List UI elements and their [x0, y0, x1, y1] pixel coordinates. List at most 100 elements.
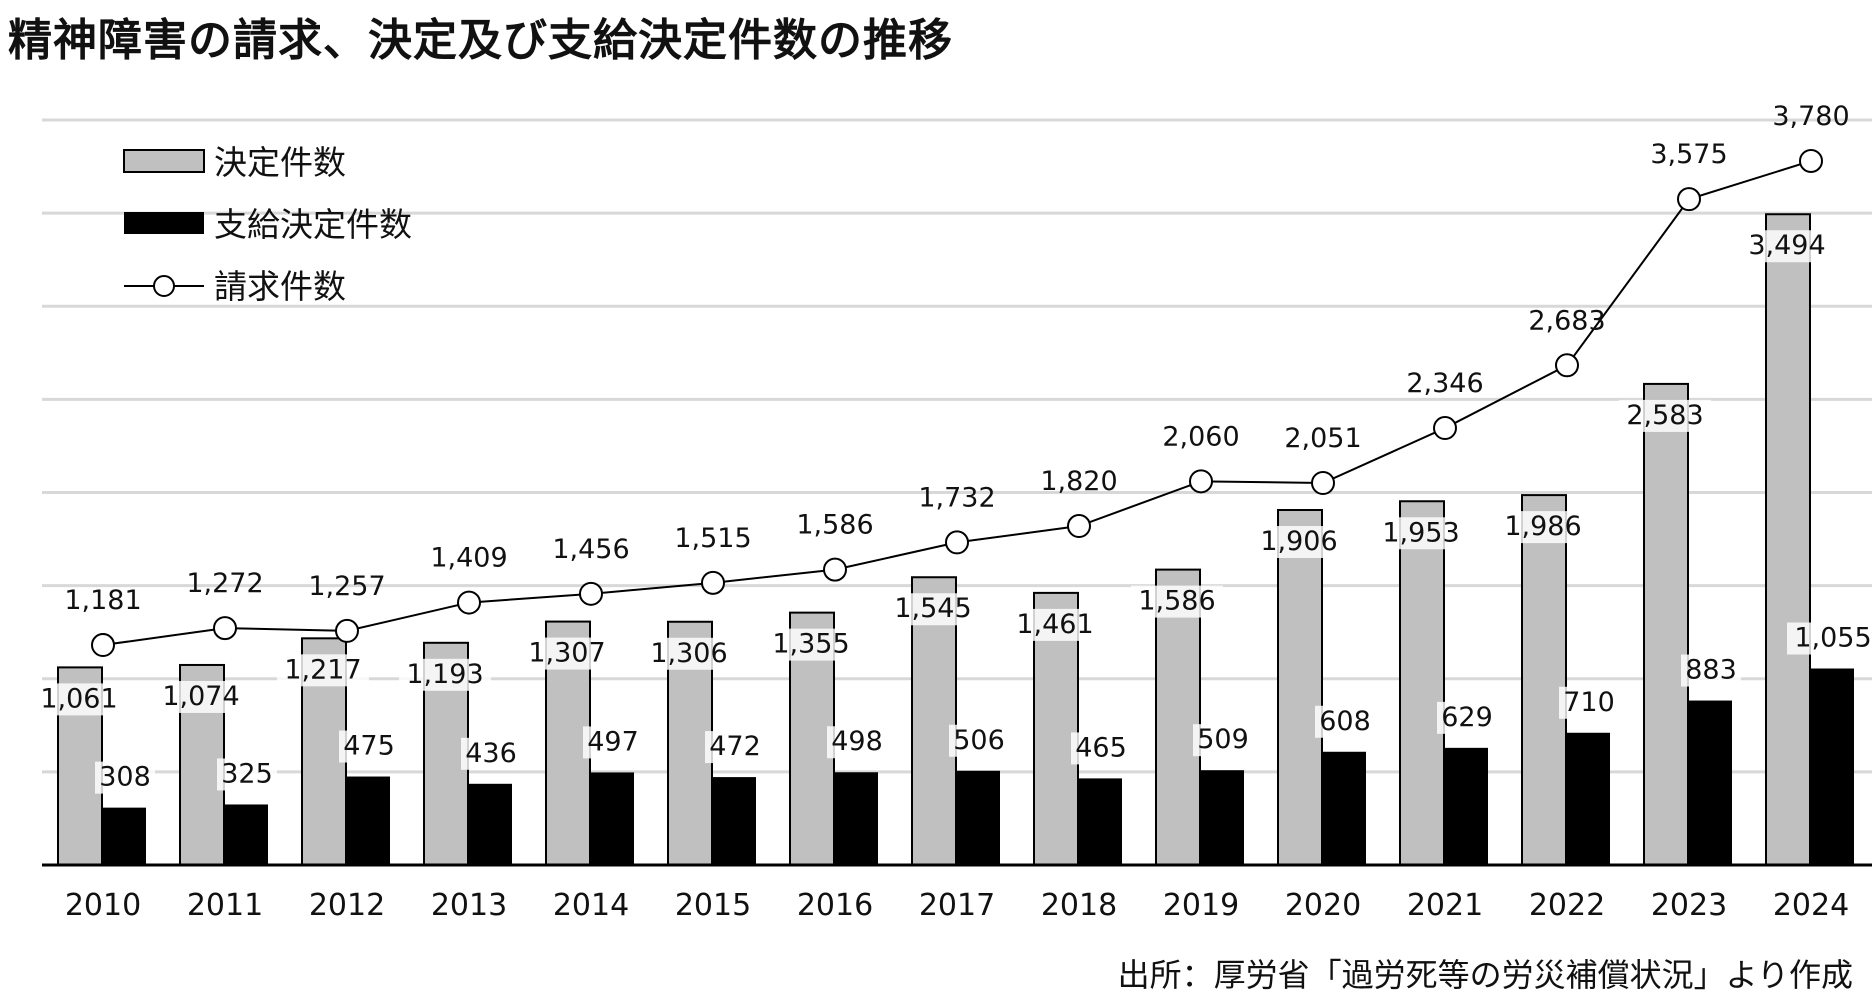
- paid-value-label-bg: [1559, 686, 1619, 719]
- paid-value-label: 883: [1685, 655, 1737, 686]
- paid-value-label-bg: [1437, 701, 1497, 734]
- paid-bar: [102, 807, 146, 865]
- paid-value-label-bg: [1787, 622, 1875, 655]
- paid-value-label-bg: [1315, 705, 1375, 738]
- claims-point: [579, 581, 603, 606]
- paid-value-label-bg: [339, 730, 399, 763]
- decided-value-label: 1,545: [894, 593, 971, 624]
- decided-value-label: 1,074: [162, 681, 239, 712]
- paid-bar: [956, 770, 1000, 865]
- legend-swatch-decided: [123, 149, 205, 173]
- x-tick-label: 2023: [1651, 888, 1727, 923]
- paid-value-label: 1,055: [1794, 623, 1871, 654]
- decided-bar: [1765, 213, 1811, 866]
- claims-value-label: 1,257: [308, 571, 385, 602]
- claims-value-label: 3,575: [1650, 139, 1727, 170]
- claims-value-label: 2,060: [1162, 421, 1239, 452]
- paid-value-label: 710: [1563, 687, 1615, 718]
- paid-value-label: 497: [587, 726, 639, 757]
- decided-bar: [1399, 500, 1445, 866]
- claims-point: [213, 616, 237, 641]
- x-tick-label: 2012: [309, 888, 385, 923]
- paid-value-label: 629: [1441, 702, 1493, 733]
- paid-value-label: 506: [953, 725, 1005, 756]
- decided-value-label-bg: [1375, 517, 1467, 550]
- paid-value-label-bg: [1681, 654, 1741, 687]
- legend-marker-claims: [153, 275, 175, 297]
- decided-value-label: 1,306: [650, 638, 727, 669]
- x-tick-label: 2011: [187, 888, 263, 923]
- paid-bar: [1200, 770, 1244, 865]
- x-tick-label: 2010: [65, 888, 141, 923]
- x-tick-label: 2015: [675, 888, 751, 923]
- claims-point: [1555, 353, 1579, 378]
- paid-value-label: 465: [1075, 732, 1127, 763]
- decided-value-label-bg: [1741, 230, 1833, 263]
- decided-value-label-bg: [33, 683, 125, 716]
- paid-bar: [1322, 751, 1366, 865]
- paid-value-label: 608: [1319, 706, 1371, 737]
- x-tick-label: 2024: [1773, 888, 1849, 923]
- paid-value-label: 472: [709, 731, 761, 762]
- decided-value-label-bg: [887, 593, 979, 626]
- paid-value-label: 475: [343, 731, 395, 762]
- decided-bar: [1277, 509, 1323, 866]
- legend-label-claims: 請求件数: [214, 267, 346, 306]
- data-labels: 1,061 308 1,181 1,074 325 1,272 1,217 475 1,257 1…: [33, 101, 1875, 794]
- decided-value-label-bg: [399, 658, 491, 691]
- decided-value-label-bg: [1253, 526, 1345, 559]
- x-tick-label: 2020: [1285, 888, 1361, 923]
- decided-value-label-bg: [521, 637, 613, 670]
- claims-line: [91, 148, 1823, 658]
- paid-bar: [346, 776, 390, 865]
- claims-value-label: 1,409: [430, 543, 507, 574]
- paid-value-label-bg: [1071, 732, 1131, 765]
- x-tick-label: 2013: [431, 888, 507, 923]
- claims-point: [1677, 187, 1701, 212]
- chart-title: 精神障害の請求、決定及び支給決定件数の推移: [8, 15, 953, 66]
- decided-value-label-bg: [1131, 585, 1223, 618]
- claims-value-label: 1,820: [1040, 466, 1117, 497]
- claims-value-label: 1,272: [186, 568, 263, 599]
- claims-point: [1311, 471, 1335, 496]
- decided-value-label: 1,953: [1382, 517, 1459, 548]
- paid-bar: [712, 777, 756, 865]
- paid-value-label-bg: [461, 737, 521, 770]
- x-tick-label: 2017: [919, 888, 995, 923]
- claims-value-label: 1,732: [918, 482, 995, 513]
- paid-value-label-bg: [827, 726, 887, 759]
- decided-bar: [1643, 382, 1689, 866]
- x-tick-label: 2014: [553, 888, 629, 923]
- claims-value-label: 2,346: [1406, 368, 1483, 399]
- legend-label-decided: 決定件数: [214, 143, 346, 182]
- decided-bar: [1521, 494, 1567, 866]
- decided-value-label-bg: [1009, 608, 1101, 641]
- claims-point: [701, 570, 725, 595]
- paid-value-label-bg: [705, 731, 765, 764]
- paid-bar: [1444, 747, 1488, 865]
- decided-value-label-bg: [277, 654, 369, 687]
- decided-value-label: 1,586: [1138, 586, 1215, 617]
- paid-value-label-bg: [583, 726, 643, 759]
- paid-bar: [834, 772, 878, 865]
- claims-value-label: 3,780: [1772, 101, 1849, 132]
- decided-value-label: 1,193: [406, 659, 483, 690]
- claims-value-label: 1,586: [796, 510, 873, 541]
- claims-point: [457, 590, 481, 615]
- paid-value-label: 498: [831, 726, 883, 757]
- decided-value-label-bg: [643, 637, 735, 670]
- decided-value-label-bg: [155, 680, 247, 713]
- claims-value-label: 2,051: [1284, 423, 1361, 454]
- claims-point: [1433, 416, 1457, 441]
- decided-value-label: 1,986: [1504, 511, 1581, 542]
- decided-value-label: 1,307: [528, 638, 605, 669]
- x-tick-label: 2022: [1529, 888, 1605, 923]
- claims-point: [945, 530, 969, 555]
- claims-value-label: 1,181: [64, 585, 141, 616]
- decided-value-label-bg: [1497, 511, 1589, 544]
- source-note: 出所：厚労省「過労死等の労災補償状況」より作成: [1117, 956, 1853, 994]
- paid-value-label-bg: [949, 724, 1009, 757]
- paid-value-label: 436: [465, 738, 517, 769]
- decided-value-label: 1,061: [40, 683, 117, 714]
